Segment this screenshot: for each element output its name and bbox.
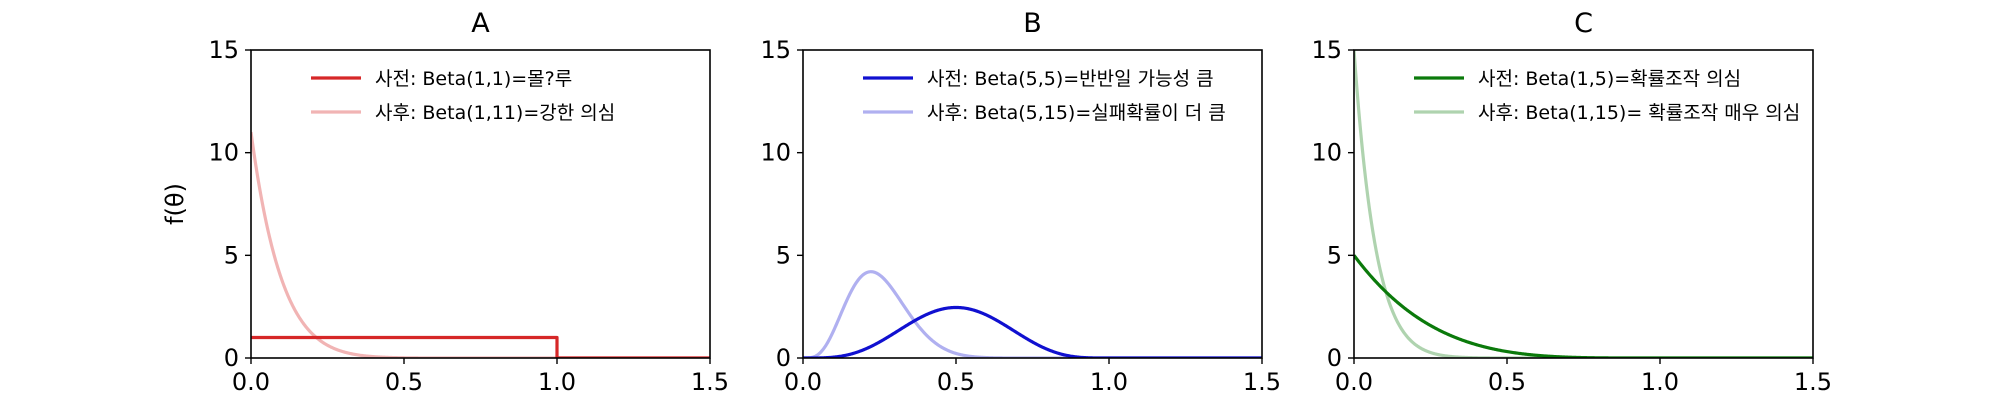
x-tick-label: 0.5 [937,368,975,396]
y-tick-label: 10 [760,139,791,167]
series-line-prior [803,305,1262,358]
x-tick-label: 1.5 [1794,368,1832,396]
legend-label: 사후: Beta(1,15)= 확률조작 매우 의심 [1478,102,1800,124]
panel-title: C [1574,8,1593,39]
series-line-posterior [1354,50,1813,358]
legend-label: 사전: Beta(5,5)=반반일 가능성 큼 [927,68,1214,90]
x-tick-label: 0.0 [232,368,270,396]
x-tick-label: 1.0 [1641,368,1679,396]
x-tick-label: 0.5 [1488,368,1526,396]
chart-panel-C: 0.0 0.5 1.0 1.5 0 5 10 15 C 사전: Beta(1,5)=확률조작 의심… [1311,8,1832,396]
y-tick-label: 5 [776,241,791,269]
x-tick-label: 1.5 [1243,368,1281,396]
x-tick-label: 0.0 [1335,368,1373,396]
chart-panel-A: 0.0 0.5 1.0 1.5 0 5 10 15 Af(θ) 사전: Beta(1,1)=몰?루… [161,8,729,396]
plot-frame [250,49,711,359]
y-axis-label: f(θ) [161,183,189,225]
plot-frame [802,49,1263,359]
x-tick-label: 1.0 [1090,368,1128,396]
y-tick-label: 0 [1327,344,1342,372]
legend-label: 사전: Beta(1,5)=확률조작 의심 [1478,68,1741,90]
y-tick-label: 10 [1311,139,1342,167]
y-tick-label: 5 [224,241,239,269]
x-tick-label: 1.5 [691,368,729,396]
x-tick-label: 0.0 [784,368,822,396]
legend-label: 사전: Beta(1,1)=몰?루 [375,68,572,90]
x-tick-label: 0.5 [385,368,423,396]
y-tick-label: 15 [208,36,239,64]
x-tick-label: 1.0 [538,368,576,396]
legend-label: 사후: Beta(5,15)=실패확률이 더 큼 [927,102,1226,124]
y-tick-label: 0 [776,344,791,372]
y-tick-label: 5 [1327,241,1342,269]
y-tick-label: 10 [208,139,239,167]
y-tick-label: 15 [760,36,791,64]
chart-panel-B: 0.0 0.5 1.0 1.5 0 5 10 15 B 사전: Beta(5,5)=반반일 가능성… [760,8,1281,396]
plot-frame [1353,49,1814,359]
panel-title: B [1023,8,1042,39]
series-line-prior [1354,254,1813,358]
y-tick-label: 0 [224,344,239,372]
series-line-posterior [803,270,1262,358]
legend-label: 사후: Beta(1,11)=강한 의심 [375,102,615,124]
y-tick-label: 15 [1311,36,1342,64]
series-line-posterior [251,131,710,358]
series-line-prior [251,335,710,358]
panel-title: A [471,8,490,39]
